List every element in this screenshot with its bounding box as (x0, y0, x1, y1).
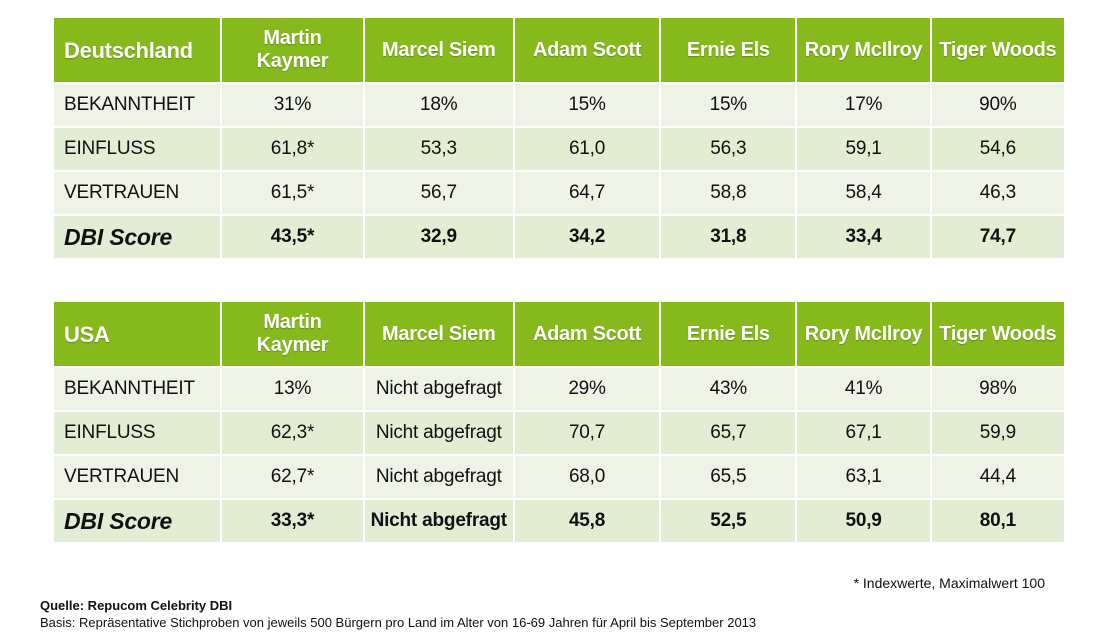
table-cell: 41% (797, 368, 930, 410)
table-cell: 31,8 (661, 216, 796, 258)
row-label: BEKANNTHEIT (54, 84, 221, 126)
row-label: DBI Score (54, 216, 221, 258)
table-cell: 59,1 (797, 128, 930, 170)
table-cell: 56,7 (364, 172, 513, 214)
table-cell: 13% (222, 368, 363, 410)
table-cell: 61,0 (514, 128, 660, 170)
score-row: DBI Score 43,5* 32,9 34,2 31,8 33,4 74,7 (54, 216, 1064, 258)
table-cell: 67,1 (797, 412, 930, 454)
table-cell: 43,5* (222, 216, 363, 258)
table-cell: 45,8 (514, 500, 660, 542)
table-cell: Nicht abgefragt (364, 368, 513, 410)
usa-table: USA Martin Kaymer Marcel Siem Adam Scott… (52, 300, 1066, 544)
table-cell: 80,1 (931, 500, 1064, 542)
table-cell: 58,8 (661, 172, 796, 214)
table-cell: 70,7 (514, 412, 660, 454)
athlete-header: Tiger Woods (931, 302, 1064, 366)
table-cell: 15% (514, 84, 660, 126)
athlete-header: Martin Kaymer (222, 302, 363, 366)
row-label: EINFLUSS (54, 128, 221, 170)
table-cell: 33,3* (222, 500, 363, 542)
table-cell: 63,1 (797, 456, 930, 498)
table-cell: 18% (364, 84, 513, 126)
table-cell: Nicht abgefragt (364, 500, 513, 542)
athlete-header: Ernie Els (661, 18, 796, 82)
source-line: Quelle: Repucom Celebrity DBI (40, 598, 233, 613)
table-cell: Nicht abgefragt (364, 412, 513, 454)
table-row: VERTRAUEN 62,7* Nicht abgefragt 68,0 65,… (54, 456, 1064, 498)
table-cell: 54,6 (931, 128, 1064, 170)
header-row: USA Martin Kaymer Marcel Siem Adam Scott… (54, 302, 1064, 366)
table-cell: 62,7* (222, 456, 363, 498)
table-cell: 65,5 (661, 456, 796, 498)
table-row: EINFLUSS 62,3* Nicht abgefragt 70,7 65,7… (54, 412, 1064, 454)
athlete-header: Marcel Siem (364, 302, 513, 366)
table-cell: 50,9 (797, 500, 930, 542)
table-cell: 59,9 (931, 412, 1064, 454)
athlete-header: Rory McIlroy (797, 18, 930, 82)
table-cell: 33,4 (797, 216, 930, 258)
table-cell: 98% (931, 368, 1064, 410)
athlete-header: Ernie Els (661, 302, 796, 366)
country-header: Deutschland (54, 18, 221, 82)
table-cell: Nicht abgefragt (364, 456, 513, 498)
germany-table: Deutschland Martin Kaymer Marcel Siem Ad… (52, 16, 1066, 260)
score-row: DBI Score 33,3* Nicht abgefragt 45,8 52,… (54, 500, 1064, 542)
table-row: VERTRAUEN 61,5* 56,7 64,7 58,8 58,4 46,3 (54, 172, 1064, 214)
table-row: BEKANNTHEIT 31% 18% 15% 15% 17% 90% (54, 84, 1064, 126)
row-label: VERTRAUEN (54, 456, 221, 498)
table-cell: 15% (661, 84, 796, 126)
row-label: EINFLUSS (54, 412, 221, 454)
basis-line: Basis: Repräsentative Stichproben von je… (40, 615, 757, 630)
athlete-header: Adam Scott (514, 302, 660, 366)
table-cell: 61,5* (222, 172, 363, 214)
table-cell: 61,8* (222, 128, 363, 170)
table-cell: 56,3 (661, 128, 796, 170)
table-cell: 68,0 (514, 456, 660, 498)
header-row: Deutschland Martin Kaymer Marcel Siem Ad… (54, 18, 1064, 82)
table-cell: 62,3* (222, 412, 363, 454)
table-cell: 44,4 (931, 456, 1064, 498)
athlete-header: Tiger Woods (931, 18, 1064, 82)
athlete-header: Adam Scott (514, 18, 660, 82)
table-cell: 32,9 (364, 216, 513, 258)
row-label: VERTRAUEN (54, 172, 221, 214)
table-cell: 17% (797, 84, 930, 126)
table-cell: 65,7 (661, 412, 796, 454)
table-row: EINFLUSS 61,8* 53,3 61,0 56,3 59,1 54,6 (54, 128, 1064, 170)
table-cell: 46,3 (931, 172, 1064, 214)
athlete-header: Marcel Siem (364, 18, 513, 82)
index-footnote: * Indexwerte, Maximalwert 100 (853, 575, 1045, 591)
table-cell: 90% (931, 84, 1064, 126)
table-cell: 58,4 (797, 172, 930, 214)
table-cell: 34,2 (514, 216, 660, 258)
row-label: BEKANNTHEIT (54, 368, 221, 410)
athlete-header: Martin Kaymer (222, 18, 363, 82)
table-cell: 53,3 (364, 128, 513, 170)
athlete-header: Rory McIlroy (797, 302, 930, 366)
table-cell: 43% (661, 368, 796, 410)
table-cell: 74,7 (931, 216, 1064, 258)
table-cell: 52,5 (661, 500, 796, 542)
table-cell: 29% (514, 368, 660, 410)
table-cell: 64,7 (514, 172, 660, 214)
row-label: DBI Score (54, 500, 221, 542)
table-cell: 31% (222, 84, 363, 126)
country-header: USA (54, 302, 221, 366)
table-row: BEKANNTHEIT 13% Nicht abgefragt 29% 43% … (54, 368, 1064, 410)
